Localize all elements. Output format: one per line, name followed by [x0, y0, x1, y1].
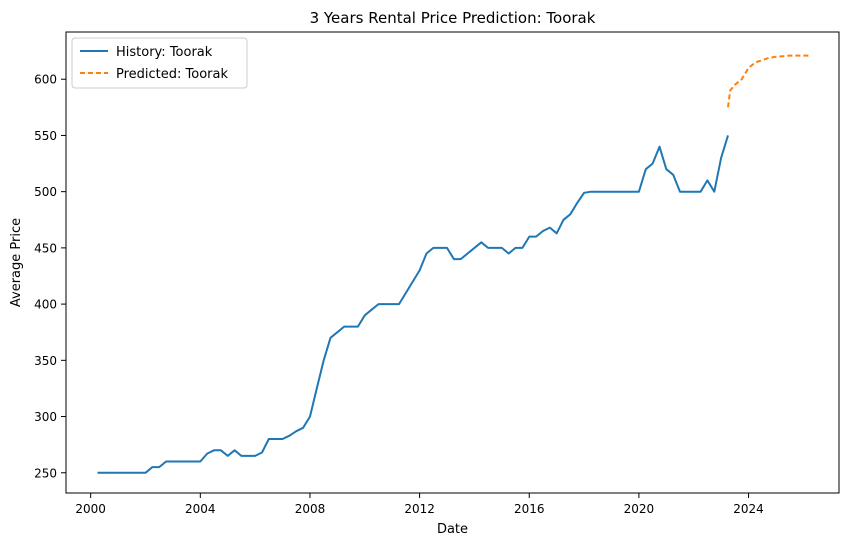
y-tick-label: 300: [34, 410, 57, 424]
y-tick-label: 450: [34, 241, 57, 255]
chart-title: 3 Years Rental Price Prediction: Toorak: [310, 9, 596, 27]
y-tick-label: 250: [34, 466, 57, 480]
predicted-series-line: [727, 54, 811, 108]
y-axis: 250 300 350 400 450 500 550 600: [34, 73, 66, 480]
x-tick-label: 2016: [514, 502, 545, 516]
x-axis: 2000 2004 2008 2012 2016 2020 2024: [75, 493, 764, 516]
x-tick-label: 2020: [624, 502, 655, 516]
y-tick-label: 350: [34, 354, 57, 368]
plot-frame: [65, 31, 840, 494]
legend-box: [71, 37, 248, 89]
x-tick-label: 2004: [185, 502, 216, 516]
x-tick-label: 2008: [295, 502, 326, 516]
legend-predicted-label: Predicted: Toorak: [116, 67, 228, 82]
legend: History: Toorak Predicted: Toorak: [71, 37, 248, 89]
legend-history-label: History: Toorak: [116, 45, 213, 60]
y-tick-label: 400: [34, 298, 57, 312]
x-tick-label: 2024: [733, 502, 764, 516]
history-series-line: [97, 135, 729, 474]
y-tick-label: 500: [34, 185, 57, 199]
y-axis-label: Average Price: [9, 218, 24, 307]
x-axis-label: Date: [437, 522, 468, 537]
y-tick-label: 600: [34, 73, 57, 87]
y-tick-label: 550: [34, 129, 57, 143]
x-tick-label: 2012: [404, 502, 435, 516]
plot-area: [97, 54, 811, 474]
x-tick-label: 2000: [75, 502, 106, 516]
